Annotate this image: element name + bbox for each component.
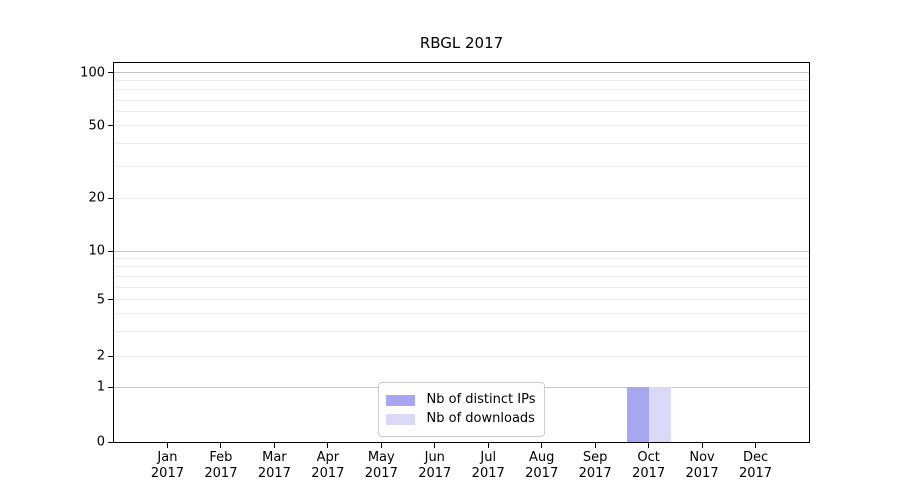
- y-tick-mark-5: [108, 299, 113, 301]
- y-tick-label-50: 50: [88, 118, 105, 134]
- legend-label-series0: Nb of distinct IPs: [426, 392, 536, 407]
- x-tick-label-may: May 2017: [365, 450, 398, 482]
- x-tick-mark-aug: [541, 443, 543, 448]
- plot-area: Nb of distinct IPs Nb of downloads: [113, 62, 810, 443]
- x-tick-label-dec: Dec 2017: [739, 450, 772, 482]
- gridline-minor-60: [114, 111, 809, 113]
- x-tick-label-oct: Oct 2017: [632, 450, 665, 482]
- x-tick-label-aug: Aug 2017: [525, 450, 558, 482]
- x-tick-month: Jan: [157, 450, 178, 465]
- gridline-20: [114, 197, 809, 199]
- x-tick-label-mar: Mar 2017: [258, 450, 291, 482]
- gridline-minor-30: [114, 165, 809, 167]
- y-tick-mark-1: [108, 386, 113, 388]
- legend: Nb of distinct IPs Nb of downloads: [377, 382, 546, 437]
- x-tick-mark-may: [380, 443, 382, 448]
- gridline-minor-3: [114, 330, 809, 332]
- bar-oct-series0: [626, 387, 649, 442]
- y-tick-mark-0: [108, 441, 113, 443]
- y-tick-mark-2: [108, 355, 113, 357]
- x-tick-mark-feb: [220, 443, 222, 448]
- gridline-2: [114, 355, 809, 357]
- x-tick-year: 2017: [204, 466, 238, 481]
- x-tick-month: Mar: [262, 450, 287, 465]
- x-tick-year: 2017: [311, 466, 345, 481]
- x-tick-year: 2017: [471, 466, 505, 481]
- x-tick-year: 2017: [418, 466, 452, 481]
- x-tick-label-nov: Nov 2017: [686, 450, 719, 482]
- legend-label-series1: Nb of downloads: [426, 411, 535, 426]
- x-tick-year: 2017: [685, 466, 719, 481]
- x-tick-month: Jul: [480, 450, 497, 465]
- x-tick-year: 2017: [578, 466, 612, 481]
- y-tick-mark-10: [108, 250, 113, 252]
- x-tick-year: 2017: [525, 466, 559, 481]
- y-tick-label-0: 0: [96, 434, 105, 450]
- y-tick-mark-50: [108, 125, 113, 127]
- x-tick-year: 2017: [364, 466, 398, 481]
- legend-swatch-series1: [385, 413, 415, 425]
- legend-row-series1: Nb of downloads: [385, 411, 536, 427]
- gridline-minor-40: [114, 143, 809, 145]
- legend-row-series0: Nb of distinct IPs: [385, 392, 536, 408]
- gridline-5: [114, 299, 809, 301]
- gridline-minor-70: [114, 99, 809, 101]
- x-tick-mark-oct: [648, 443, 650, 448]
- x-tick-month: Apr: [316, 450, 340, 465]
- x-tick-month: Sep: [582, 450, 608, 465]
- x-tick-mark-jul: [487, 443, 489, 448]
- bar-oct-series1: [648, 387, 671, 442]
- gridline-50: [114, 125, 809, 127]
- x-tick-month: Feb: [209, 450, 233, 465]
- x-tick-mark-jun: [434, 443, 436, 448]
- x-tick-mark-nov: [701, 443, 703, 448]
- x-tick-month: Aug: [528, 450, 555, 465]
- x-tick-label-jul: Jul 2017: [472, 450, 505, 482]
- x-tick-month: Dec: [742, 450, 769, 465]
- gridline-minor-90: [114, 80, 809, 82]
- y-tick-label-100: 100: [80, 65, 105, 81]
- x-tick-mark-apr: [327, 443, 329, 448]
- x-tick-label-jan: Jan 2017: [151, 450, 184, 482]
- y-tick-label-20: 20: [88, 190, 105, 206]
- x-tick-month: May: [367, 450, 395, 465]
- x-tick-label-jun: Jun 2017: [418, 450, 451, 482]
- x-tick-mark-mar: [273, 443, 275, 448]
- x-tick-year: 2017: [150, 466, 184, 481]
- x-tick-month: Jun: [424, 450, 445, 465]
- x-tick-month: Nov: [689, 450, 715, 465]
- x-tick-month: Oct: [637, 450, 660, 465]
- y-tick-label-2: 2: [96, 348, 105, 364]
- x-tick-year: 2017: [257, 466, 291, 481]
- y-tick-label-10: 10: [88, 243, 105, 259]
- x-tick-mark-jan: [166, 443, 168, 448]
- gridline-minor-7: [114, 275, 809, 277]
- gridline-minor-4: [114, 313, 809, 315]
- x-tick-label-sep: Sep 2017: [579, 450, 612, 482]
- x-tick-label-feb: Feb 2017: [204, 450, 237, 482]
- gridline-100: [114, 72, 809, 74]
- x-tick-label-apr: Apr 2017: [311, 450, 344, 482]
- gridline-10: [114, 250, 809, 252]
- gridline-minor-9: [114, 258, 809, 260]
- y-tick-label-1: 1: [96, 379, 105, 395]
- gridline-minor-6: [114, 286, 809, 288]
- gridline-minor-8: [114, 266, 809, 268]
- gridline-minor-80: [114, 89, 809, 91]
- legend-swatch-series0: [385, 394, 415, 406]
- y-tick-mark-20: [108, 197, 113, 199]
- x-tick-mark-dec: [755, 443, 757, 448]
- x-tick-year: 2017: [632, 466, 666, 481]
- x-tick-year: 2017: [738, 466, 773, 481]
- y-tick-label-5: 5: [96, 292, 105, 308]
- y-tick-mark-100: [108, 72, 113, 74]
- x-tick-mark-sep: [594, 443, 596, 448]
- chart-title: RBGL 2017: [419, 34, 504, 52]
- y-axis: 0 1 2 5 10 20 50 100: [0, 0, 105, 500]
